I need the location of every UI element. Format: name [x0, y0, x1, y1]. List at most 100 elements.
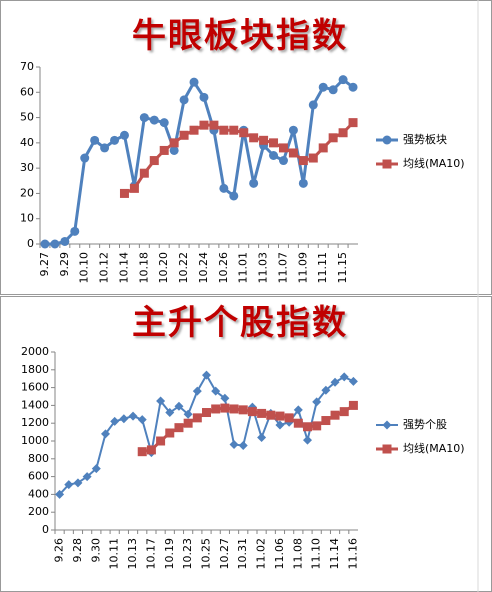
- marker: [137, 415, 147, 425]
- marker: [165, 428, 175, 438]
- marker: [139, 113, 149, 123]
- x-tick-label: 10.24: [197, 252, 210, 284]
- marker: [298, 178, 308, 188]
- x-tick-label: 9.27: [38, 252, 51, 277]
- chart-title: 主升个股指数: [132, 303, 348, 343]
- marker: [298, 156, 308, 166]
- marker: [238, 405, 248, 415]
- marker: [183, 409, 193, 419]
- marker: [382, 159, 392, 169]
- marker: [189, 77, 199, 87]
- marker: [257, 408, 267, 418]
- marker: [321, 385, 331, 395]
- marker: [229, 404, 239, 414]
- marker: [348, 82, 358, 92]
- x-tick-label: 10.17: [144, 538, 157, 570]
- marker: [293, 405, 303, 415]
- marker: [100, 143, 110, 153]
- y-tick-label: 40: [20, 136, 34, 149]
- marker: [183, 418, 193, 428]
- marker: [80, 153, 90, 163]
- marker: [308, 153, 318, 163]
- x-tick-label: 11.16: [346, 538, 359, 570]
- y-tick-label: 70: [20, 60, 34, 73]
- marker: [249, 133, 259, 143]
- y-tick-label: 20: [20, 186, 34, 199]
- y-tick-label: 1400: [21, 398, 49, 411]
- marker: [82, 472, 92, 482]
- legend-label: 强势板块: [403, 132, 447, 146]
- x-tick-label: 11.09: [296, 252, 309, 284]
- marker: [199, 92, 209, 102]
- marker: [321, 416, 331, 426]
- marker: [293, 418, 303, 428]
- marker: [128, 411, 138, 421]
- marker: [129, 183, 139, 193]
- marker: [312, 421, 322, 431]
- marker: [288, 148, 298, 158]
- marker: [110, 135, 120, 145]
- marker: [137, 447, 147, 457]
- marker: [269, 138, 279, 148]
- marker: [330, 410, 340, 420]
- marker: [40, 239, 50, 249]
- legend-label: 均线(MA10): [403, 441, 465, 455]
- marker: [288, 125, 298, 135]
- marker: [318, 143, 328, 153]
- y-tick-label: 1800: [21, 363, 49, 376]
- marker: [284, 413, 294, 423]
- x-tick-label: 9.30: [89, 538, 102, 563]
- marker: [64, 480, 74, 490]
- marker: [169, 138, 179, 148]
- marker: [119, 130, 129, 140]
- marker: [318, 82, 328, 92]
- x-tick-label: 10.12: [98, 252, 111, 284]
- marker: [91, 464, 101, 474]
- marker: [229, 125, 239, 135]
- marker: [192, 413, 202, 423]
- marker: [60, 236, 70, 246]
- x-tick-label: 9.28: [71, 538, 84, 563]
- marker: [275, 420, 285, 430]
- y-tick-label: 10: [20, 212, 34, 225]
- y-tick-label: 400: [28, 487, 49, 500]
- marker: [247, 407, 257, 417]
- marker: [50, 239, 60, 249]
- marker: [90, 135, 100, 145]
- marker: [156, 396, 166, 406]
- marker: [119, 414, 129, 424]
- y-tick-label: 800: [28, 452, 49, 465]
- x-tick-label: 11.10: [310, 538, 323, 570]
- marker: [238, 440, 248, 450]
- marker: [110, 416, 120, 426]
- y-tick-label: 0: [27, 237, 34, 250]
- marker: [348, 376, 358, 386]
- marker: [382, 444, 392, 454]
- marker: [149, 156, 159, 166]
- y-tick-label: 2000: [21, 345, 49, 358]
- x-tick-label: 11.11: [316, 252, 329, 284]
- x-tick-label: 11.14: [328, 538, 341, 570]
- x-tick-label: 10.31: [236, 538, 249, 570]
- y-tick-label: 200: [28, 505, 49, 518]
- marker: [220, 393, 230, 403]
- marker: [202, 370, 211, 380]
- y-tick-label: 1600: [21, 381, 49, 394]
- x-tick-label: 11.08: [291, 538, 304, 570]
- y-tick-label: 1200: [21, 416, 49, 429]
- x-tick-label: 11.01: [237, 252, 250, 284]
- x-tick-label: 10.10: [78, 252, 91, 284]
- marker: [199, 120, 209, 130]
- marker: [382, 135, 392, 145]
- x-tick-label: 10.13: [126, 538, 139, 570]
- marker: [229, 191, 239, 201]
- marker: [174, 423, 184, 433]
- marker: [259, 135, 269, 145]
- marker: [179, 130, 189, 140]
- marker: [312, 397, 322, 407]
- x-tick-label: 11.02: [255, 538, 268, 570]
- marker: [219, 183, 229, 193]
- x-tick-label: 10.14: [117, 252, 130, 284]
- marker: [156, 436, 166, 446]
